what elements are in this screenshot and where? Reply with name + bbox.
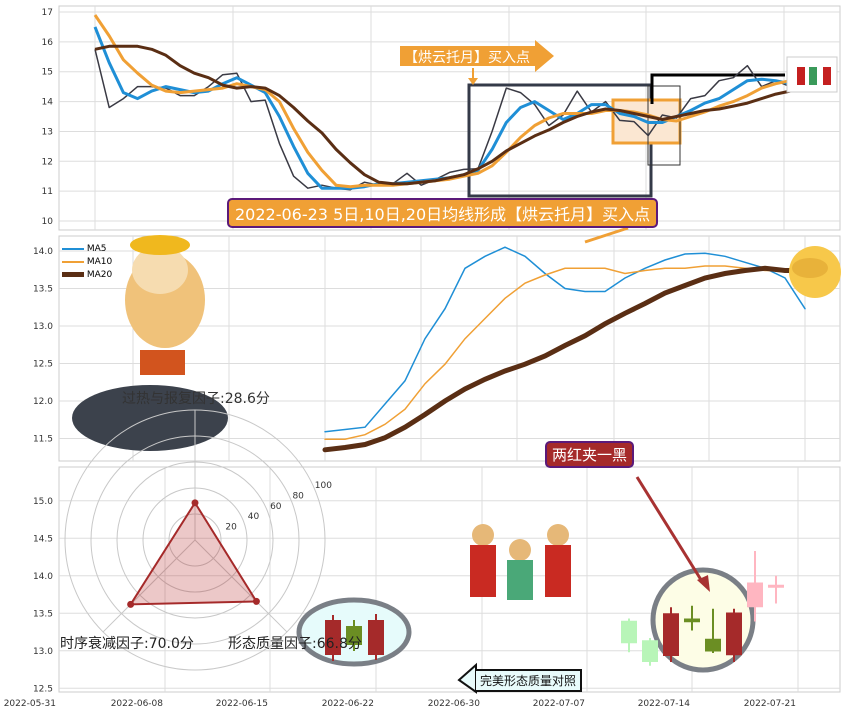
series-ma20	[94, 44, 791, 186]
y-tick-label: 15.0	[33, 497, 53, 507]
dog-overalls	[545, 545, 571, 597]
radar-spoke	[102, 539, 196, 633]
candle-body	[768, 584, 784, 588]
perfect-pattern-compare-label: 完美形态质量对照	[476, 669, 583, 692]
y-tick-label: 17	[42, 8, 53, 18]
thin-box	[647, 85, 681, 166]
dog-overalls	[470, 545, 496, 597]
legend-ma10: MA10	[86, 257, 113, 267]
arrow-shape	[400, 40, 554, 72]
y-tick-label: 11	[42, 187, 53, 197]
x-tick-label: 2022-05-31	[4, 699, 56, 709]
pattern-label: 两红夹一黑	[545, 441, 635, 468]
panel-0	[58, 5, 841, 231]
banner-arrow	[584, 226, 629, 244]
y-tick-label: 12	[42, 157, 53, 167]
radar-point	[127, 600, 135, 608]
candle-body	[346, 626, 362, 645]
radar-tick-label: 60	[270, 502, 282, 512]
dog-figure	[823, 67, 831, 85]
cartoon-dog-head	[132, 246, 188, 294]
dog-figure	[809, 67, 817, 85]
candle-body	[368, 620, 384, 655]
radar-tick-label: 40	[248, 512, 260, 522]
y-tick-label: 14	[42, 98, 54, 108]
resistance-line	[650, 73, 785, 104]
buy-point-arrow-label: 【烘云托月】买入点	[400, 40, 560, 72]
y-tick-label: 12.5	[33, 360, 53, 370]
series-ma20	[322, 265, 808, 453]
y-tick-label: 13.5	[33, 609, 53, 619]
x-tick-label: 2022-06-30	[428, 699, 481, 709]
cartoon-dog-pants	[140, 350, 185, 375]
y-tick-label: 12.5	[33, 684, 53, 694]
x-tick-label: 2022-06-15	[216, 699, 268, 709]
dog-head	[472, 524, 494, 546]
series-ma5	[324, 246, 806, 433]
pattern-arrow	[635, 476, 705, 584]
y-tick-label: 14.0	[33, 572, 53, 582]
candle-body	[325, 620, 341, 655]
y-tick-label: 14.5	[33, 534, 53, 544]
buy-arrow-head	[468, 78, 478, 85]
x-tick-label: 2022-06-22	[322, 699, 374, 709]
y-tick-label: 11.5	[33, 435, 53, 445]
candle-body	[705, 638, 721, 652]
legend-ma5: MA5	[86, 244, 107, 254]
y-tick-label: 10	[42, 217, 54, 227]
y-tick-label: 13	[42, 127, 53, 137]
radar-label-overheat: 过热与报复因子:28.6分	[122, 391, 270, 407]
pattern-arrow-head	[697, 575, 710, 592]
y-tick-label: 13.5	[33, 285, 53, 295]
buy-point-text: 【烘云托月】买入点	[404, 50, 530, 66]
y-tick-label: 13.0	[33, 322, 53, 332]
y-tick-label: 13.0	[33, 647, 53, 657]
x-tick-label: 2022-07-07	[533, 699, 585, 709]
radar-tick-label: 80	[292, 491, 304, 501]
radar-label-decay: 时序衰减因子:70.0分	[60, 636, 194, 652]
dog-head	[509, 539, 531, 561]
legend: MA5 MA10 MA20	[62, 243, 112, 282]
cartoon-dog-hat	[130, 235, 190, 255]
candle-body	[663, 613, 679, 656]
radar-spoke	[194, 539, 288, 633]
y-tick-label: 15	[42, 68, 53, 78]
dog-head	[547, 524, 569, 546]
x-tick-label: 2022-07-21	[744, 699, 796, 709]
x-tick-label: 2022-07-14	[638, 699, 691, 709]
y-tick-label: 12.0	[33, 397, 53, 407]
radar-tick-label: 100	[315, 481, 332, 491]
dog-overalls	[507, 560, 533, 600]
radar-point	[191, 499, 199, 507]
radar-point	[252, 597, 260, 605]
dog-figure	[797, 67, 805, 85]
candle-body	[621, 620, 637, 644]
legend-ma20: MA20	[86, 270, 113, 280]
radar-label-shape: 形态质量因子:66.8分	[228, 636, 362, 652]
cloud-icon	[792, 258, 828, 278]
candle-body	[642, 640, 658, 662]
radar-tick-label: 20	[225, 523, 237, 533]
candle-body	[726, 612, 742, 656]
candle-body	[747, 582, 763, 608]
radar-area	[128, 500, 259, 606]
buy-signal-banner: 2022-06-23 5日,10日,20日均线形成【烘云托月】买入点	[227, 198, 659, 228]
x-tick-label: 2022-06-08	[111, 699, 164, 709]
y-tick-label: 14.0	[33, 247, 53, 257]
series-ma10	[324, 265, 806, 440]
candle-body	[684, 618, 700, 623]
y-tick-label: 16	[42, 38, 54, 48]
